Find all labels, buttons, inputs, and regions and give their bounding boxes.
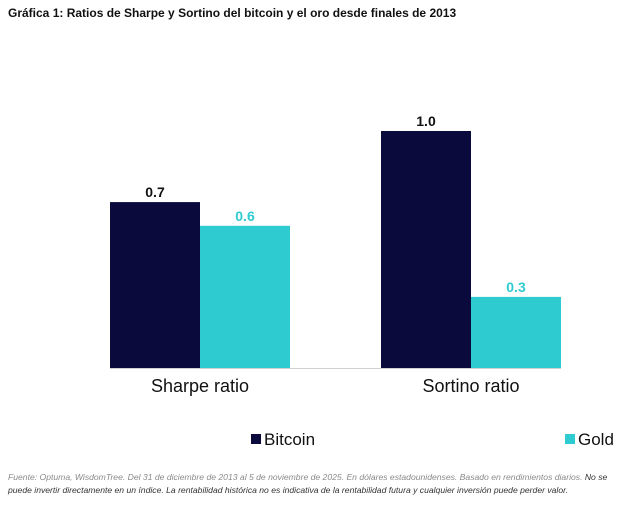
legend-swatch-bitcoin — [251, 434, 261, 444]
legend-swatch-gold — [565, 434, 575, 444]
category-label-sortino-ratio: Sortino ratio — [422, 376, 519, 396]
data-label-bitcoin-sortino-ratio: 1.0 — [416, 113, 436, 129]
bar-gold-sharpe-ratio — [200, 225, 290, 368]
data-label-gold-sharpe-ratio: 0.6 — [235, 208, 255, 224]
bar-chart: 0.7 0.6 Sharpe ratio 1.0 0.3 Sortino ratio Bit… — [110, 113, 614, 449]
bar-gold-sortino-ratio — [471, 296, 561, 368]
data-label-bitcoin-sharpe-ratio: 0.7 — [145, 184, 165, 200]
legend-label-gold: Gold — [578, 430, 614, 449]
chart-footnote: Fuente: Optuma, WisdomTree. Del 31 de di… — [8, 471, 623, 497]
bar-bitcoin-sortino-ratio — [381, 131, 471, 368]
data-label-gold-sortino-ratio: 0.3 — [506, 279, 526, 295]
category-label-sharpe-ratio: Sharpe ratio — [151, 376, 249, 396]
legend-label-bitcoin: Bitcoin — [264, 430, 315, 449]
chart-title: Gráfica 1: Ratios de Sharpe y Sortino de… — [8, 6, 457, 20]
footnote-source: Fuente: Optuma, WisdomTree. Del 31 de di… — [8, 472, 583, 482]
footnote-disclaimer: No se puede invertir directamente en un … — [8, 472, 608, 495]
bar-bitcoin-sharpe-ratio — [110, 202, 200, 368]
